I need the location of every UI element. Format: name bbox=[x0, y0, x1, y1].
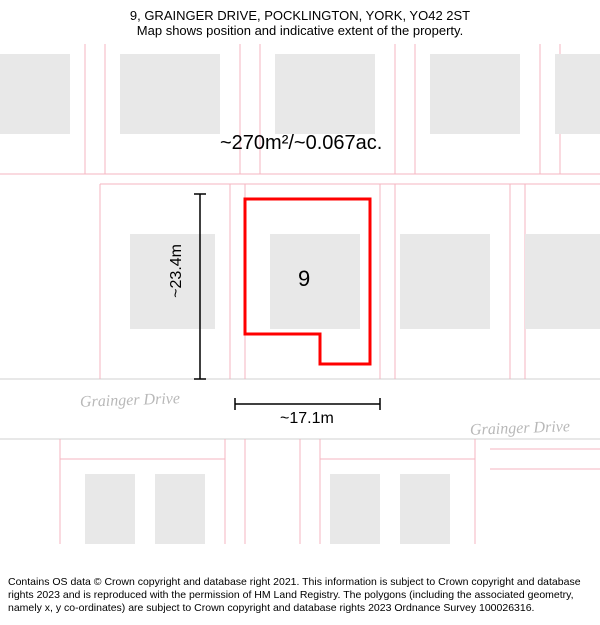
plot-number: 9 bbox=[298, 266, 310, 292]
map-area: ~270m²/~0.067ac. ~23.4m ~17.1m 9 Grainge… bbox=[0, 44, 600, 544]
area-label: ~270m²/~0.067ac. bbox=[220, 132, 382, 155]
header: 9, GRAINGER DRIVE, POCKLINGTON, YORK, YO… bbox=[0, 0, 600, 42]
page-subtitle: Map shows position and indicative extent… bbox=[0, 23, 600, 38]
height-label: ~23.4m bbox=[168, 244, 186, 298]
street-label-left: Grainger Drive bbox=[80, 390, 181, 411]
street-label-right: Grainger Drive bbox=[470, 418, 571, 439]
footer-copyright: Contains OS data © Crown copyright and d… bbox=[0, 570, 600, 625]
width-label: ~17.1m bbox=[280, 410, 334, 428]
map-svg bbox=[0, 44, 600, 544]
page-title: 9, GRAINGER DRIVE, POCKLINGTON, YORK, YO… bbox=[0, 8, 600, 23]
